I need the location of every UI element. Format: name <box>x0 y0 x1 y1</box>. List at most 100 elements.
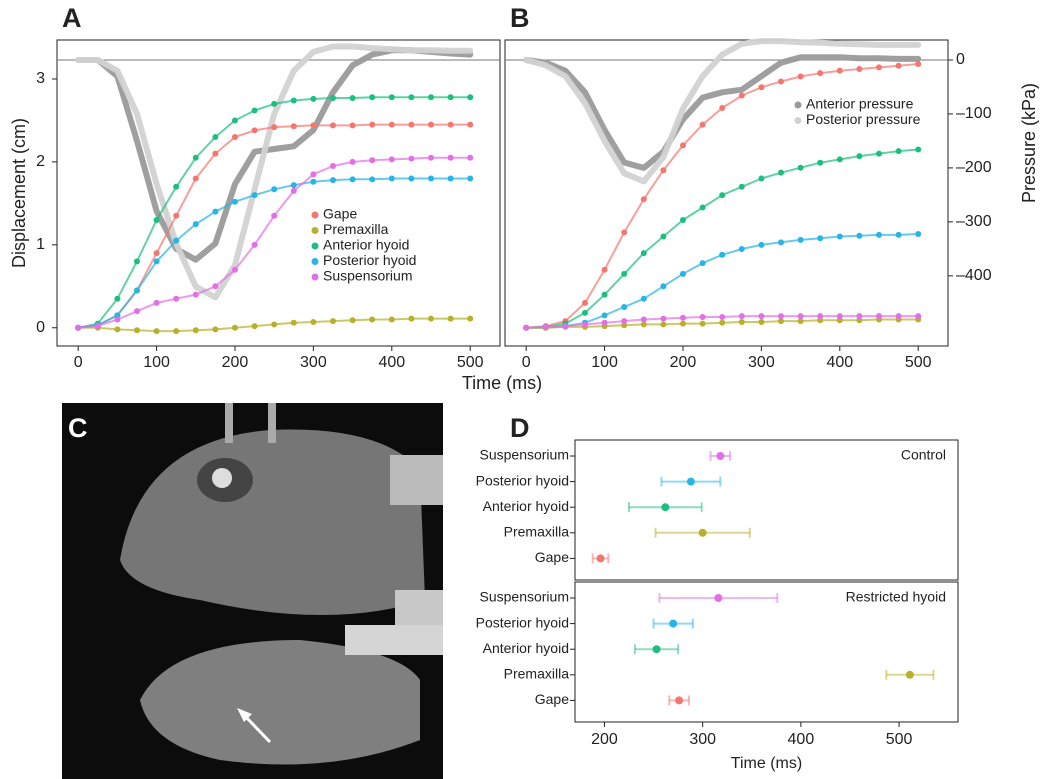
point <box>837 234 843 240</box>
point <box>602 292 608 298</box>
point <box>448 122 454 128</box>
point <box>700 122 706 128</box>
point <box>467 175 473 181</box>
panel-label: C <box>68 413 88 443</box>
displacement-line <box>78 158 470 328</box>
point <box>876 313 882 319</box>
point <box>448 316 454 322</box>
point <box>582 300 588 306</box>
point <box>876 64 882 70</box>
y2-tick-label: –200 <box>956 159 992 176</box>
point <box>778 239 784 245</box>
point <box>173 238 179 244</box>
legend-label: Anterior hyoid <box>323 237 409 253</box>
y-tick-label: Posterior hyoid <box>476 614 569 630</box>
point <box>408 316 414 322</box>
point <box>232 325 238 331</box>
point <box>523 325 529 331</box>
x-tick-label: 0 <box>522 354 531 371</box>
point <box>817 70 823 76</box>
point <box>896 148 902 154</box>
point <box>906 671 914 679</box>
point <box>653 645 661 653</box>
x-tick-label: 0 <box>74 354 83 371</box>
x-tick-label: 100 <box>143 354 170 371</box>
y2-tick-label: –400 <box>956 267 992 284</box>
point <box>856 153 862 159</box>
y-tick-label: Premaxilla <box>504 666 570 682</box>
point <box>271 213 277 219</box>
y-tick-label: 1 <box>36 236 45 253</box>
point <box>350 317 356 323</box>
facet-title: Restricted hyoid <box>846 589 946 605</box>
legend-marker <box>312 243 319 250</box>
point <box>232 199 238 205</box>
point <box>75 325 81 331</box>
point <box>876 232 882 238</box>
point <box>700 314 706 320</box>
point <box>758 319 764 325</box>
point <box>291 123 297 129</box>
facet-title: Control <box>901 447 946 463</box>
point <box>389 175 395 181</box>
point <box>621 318 627 324</box>
point <box>408 94 414 100</box>
point <box>408 122 414 128</box>
point <box>699 529 707 537</box>
y-tick-label: Premaxilla <box>504 524 570 540</box>
point <box>700 260 706 266</box>
point <box>350 176 356 182</box>
point <box>467 155 473 161</box>
point <box>448 94 454 100</box>
point <box>597 554 605 562</box>
point <box>817 313 823 319</box>
point <box>369 316 375 322</box>
point <box>467 122 473 128</box>
point <box>661 503 669 511</box>
point <box>134 327 140 333</box>
legend-marker <box>312 274 319 281</box>
legend-marker <box>312 258 319 265</box>
y-tick-label: Gape <box>535 549 569 565</box>
point <box>739 246 745 252</box>
point <box>719 105 725 111</box>
y-axis-title: Displacement (cm) <box>9 118 29 268</box>
point <box>719 192 725 198</box>
x-tick-label: 300 <box>689 731 716 748</box>
point <box>330 122 336 128</box>
legend-label: Premaxilla <box>323 221 389 237</box>
point <box>350 95 356 101</box>
point <box>896 232 902 238</box>
point <box>687 478 695 486</box>
point <box>758 175 764 181</box>
point <box>271 124 277 130</box>
point <box>798 73 804 79</box>
x-tick-label: 500 <box>905 354 932 371</box>
point <box>173 328 179 334</box>
point <box>714 594 722 602</box>
point <box>330 163 336 169</box>
point <box>675 696 683 704</box>
legend-marker <box>312 212 319 219</box>
y2-tick-label: 0 <box>956 51 965 68</box>
point <box>660 283 666 289</box>
point <box>837 313 843 319</box>
point <box>291 188 297 194</box>
point <box>271 186 277 192</box>
point <box>680 271 686 277</box>
point <box>428 122 434 128</box>
point <box>739 93 745 99</box>
point <box>915 231 921 237</box>
point <box>310 319 316 325</box>
y-tick-label: Suspensorium <box>480 589 570 605</box>
panel-label: A <box>62 3 82 33</box>
y2-tick-label: –300 <box>956 213 992 230</box>
point <box>252 127 258 133</box>
point <box>408 175 414 181</box>
point <box>700 205 706 211</box>
point <box>252 323 258 329</box>
point <box>428 175 434 181</box>
x-tick-label: 200 <box>670 354 697 371</box>
point <box>798 165 804 171</box>
point <box>154 217 160 223</box>
